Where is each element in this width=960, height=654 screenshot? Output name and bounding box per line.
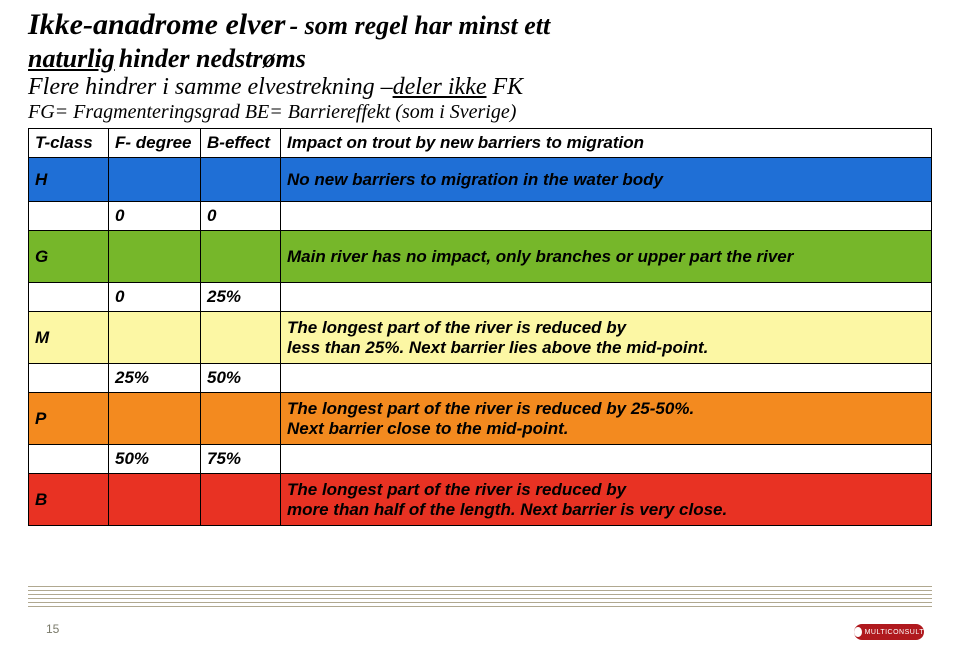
table-cell: G — [29, 231, 109, 283]
table-cell — [29, 445, 109, 474]
column-header: B-effect — [201, 129, 281, 158]
table-cell: The longest part of the river is reduced… — [281, 393, 932, 445]
table-row: P The longest part of the river is reduce… — [29, 393, 932, 445]
table-row: M The longest part of the river is reduce… — [29, 312, 932, 364]
footer-lines — [28, 586, 932, 610]
table-cell: M — [29, 312, 109, 364]
logo-text: MULTICONSULT — [865, 629, 924, 636]
subtitle-line: naturlig hinder nedstrøms — [28, 44, 932, 74]
table-cell: No new barriers to migration in the wate… — [281, 158, 932, 202]
table-cell — [109, 158, 201, 202]
slide-content: Ikke-anadrome elver - som regel har mins… — [0, 0, 960, 526]
table-cell — [109, 393, 201, 445]
column-header: F- degree — [109, 129, 201, 158]
table-cell — [281, 283, 932, 312]
line2-c: FK — [487, 74, 524, 100]
table-cell — [29, 202, 109, 231]
logo-icon — [854, 627, 862, 637]
title-sub: - som regel har minst ett — [289, 11, 550, 40]
classification-table: T-classF- degreeB-effectImpact on trout … — [28, 128, 932, 526]
title-line: Ikke-anadrome elver - som regel har mins… — [28, 8, 932, 42]
table-cell: 75% — [201, 445, 281, 474]
table-cell — [201, 158, 281, 202]
table-cell — [201, 231, 281, 283]
table-cell: 50% — [109, 445, 201, 474]
title-main: Ikke-anadrome elver — [28, 8, 285, 41]
subtitle-underlined: naturlig — [28, 44, 115, 73]
line2-a: Flere hindrer i samme elvestrekning – — [28, 74, 393, 100]
table-cell — [109, 312, 201, 364]
table-cell: The longest part of the river is reduced… — [281, 312, 932, 364]
line3: FG= Fragmenteringsgrad BE= Barriereffekt… — [28, 101, 932, 124]
column-header: T-class — [29, 129, 109, 158]
table-cell — [109, 474, 201, 526]
subtitle-rest: hinder nedstrøms — [119, 44, 306, 73]
table-row: G Main river has no impact, only branches… — [29, 231, 932, 283]
table-row: 50%75% — [29, 445, 932, 474]
footer: 15 MULTICONSULT — [0, 576, 960, 654]
table-cell — [109, 231, 201, 283]
table-cell: B — [29, 474, 109, 526]
table-row: 25%50% — [29, 364, 932, 393]
table-row: 00 — [29, 202, 932, 231]
table-cell: 0 — [109, 202, 201, 231]
table-cell: 50% — [201, 364, 281, 393]
table-cell: 25% — [201, 283, 281, 312]
line2: Flere hindrer i samme elvestrekning –del… — [28, 74, 932, 101]
table-row: B The longest part of the river is reduce… — [29, 474, 932, 526]
table-cell: 0 — [201, 202, 281, 231]
table-cell — [281, 445, 932, 474]
table-cell: H — [29, 158, 109, 202]
table-cell — [201, 393, 281, 445]
table-cell — [281, 202, 932, 231]
table-cell: P — [29, 393, 109, 445]
table-cell — [281, 364, 932, 393]
column-header: Impact on trout by new barriers to migra… — [281, 129, 932, 158]
line2-b: deler ikke — [393, 74, 487, 100]
table-cell: The longest part of the river is reduced… — [281, 474, 932, 526]
page-number: 15 — [46, 622, 59, 636]
table-cell — [201, 312, 281, 364]
table-cell — [29, 283, 109, 312]
table-cell — [29, 364, 109, 393]
logo: MULTICONSULT — [854, 624, 924, 640]
table-cell: Main river has no impact, only branches … — [281, 231, 932, 283]
table-row: H No new barriers to migration in the wat… — [29, 158, 932, 202]
table-cell — [201, 474, 281, 526]
table-cell: 0 — [109, 283, 201, 312]
table-row: 025% — [29, 283, 932, 312]
table-cell: 25% — [109, 364, 201, 393]
